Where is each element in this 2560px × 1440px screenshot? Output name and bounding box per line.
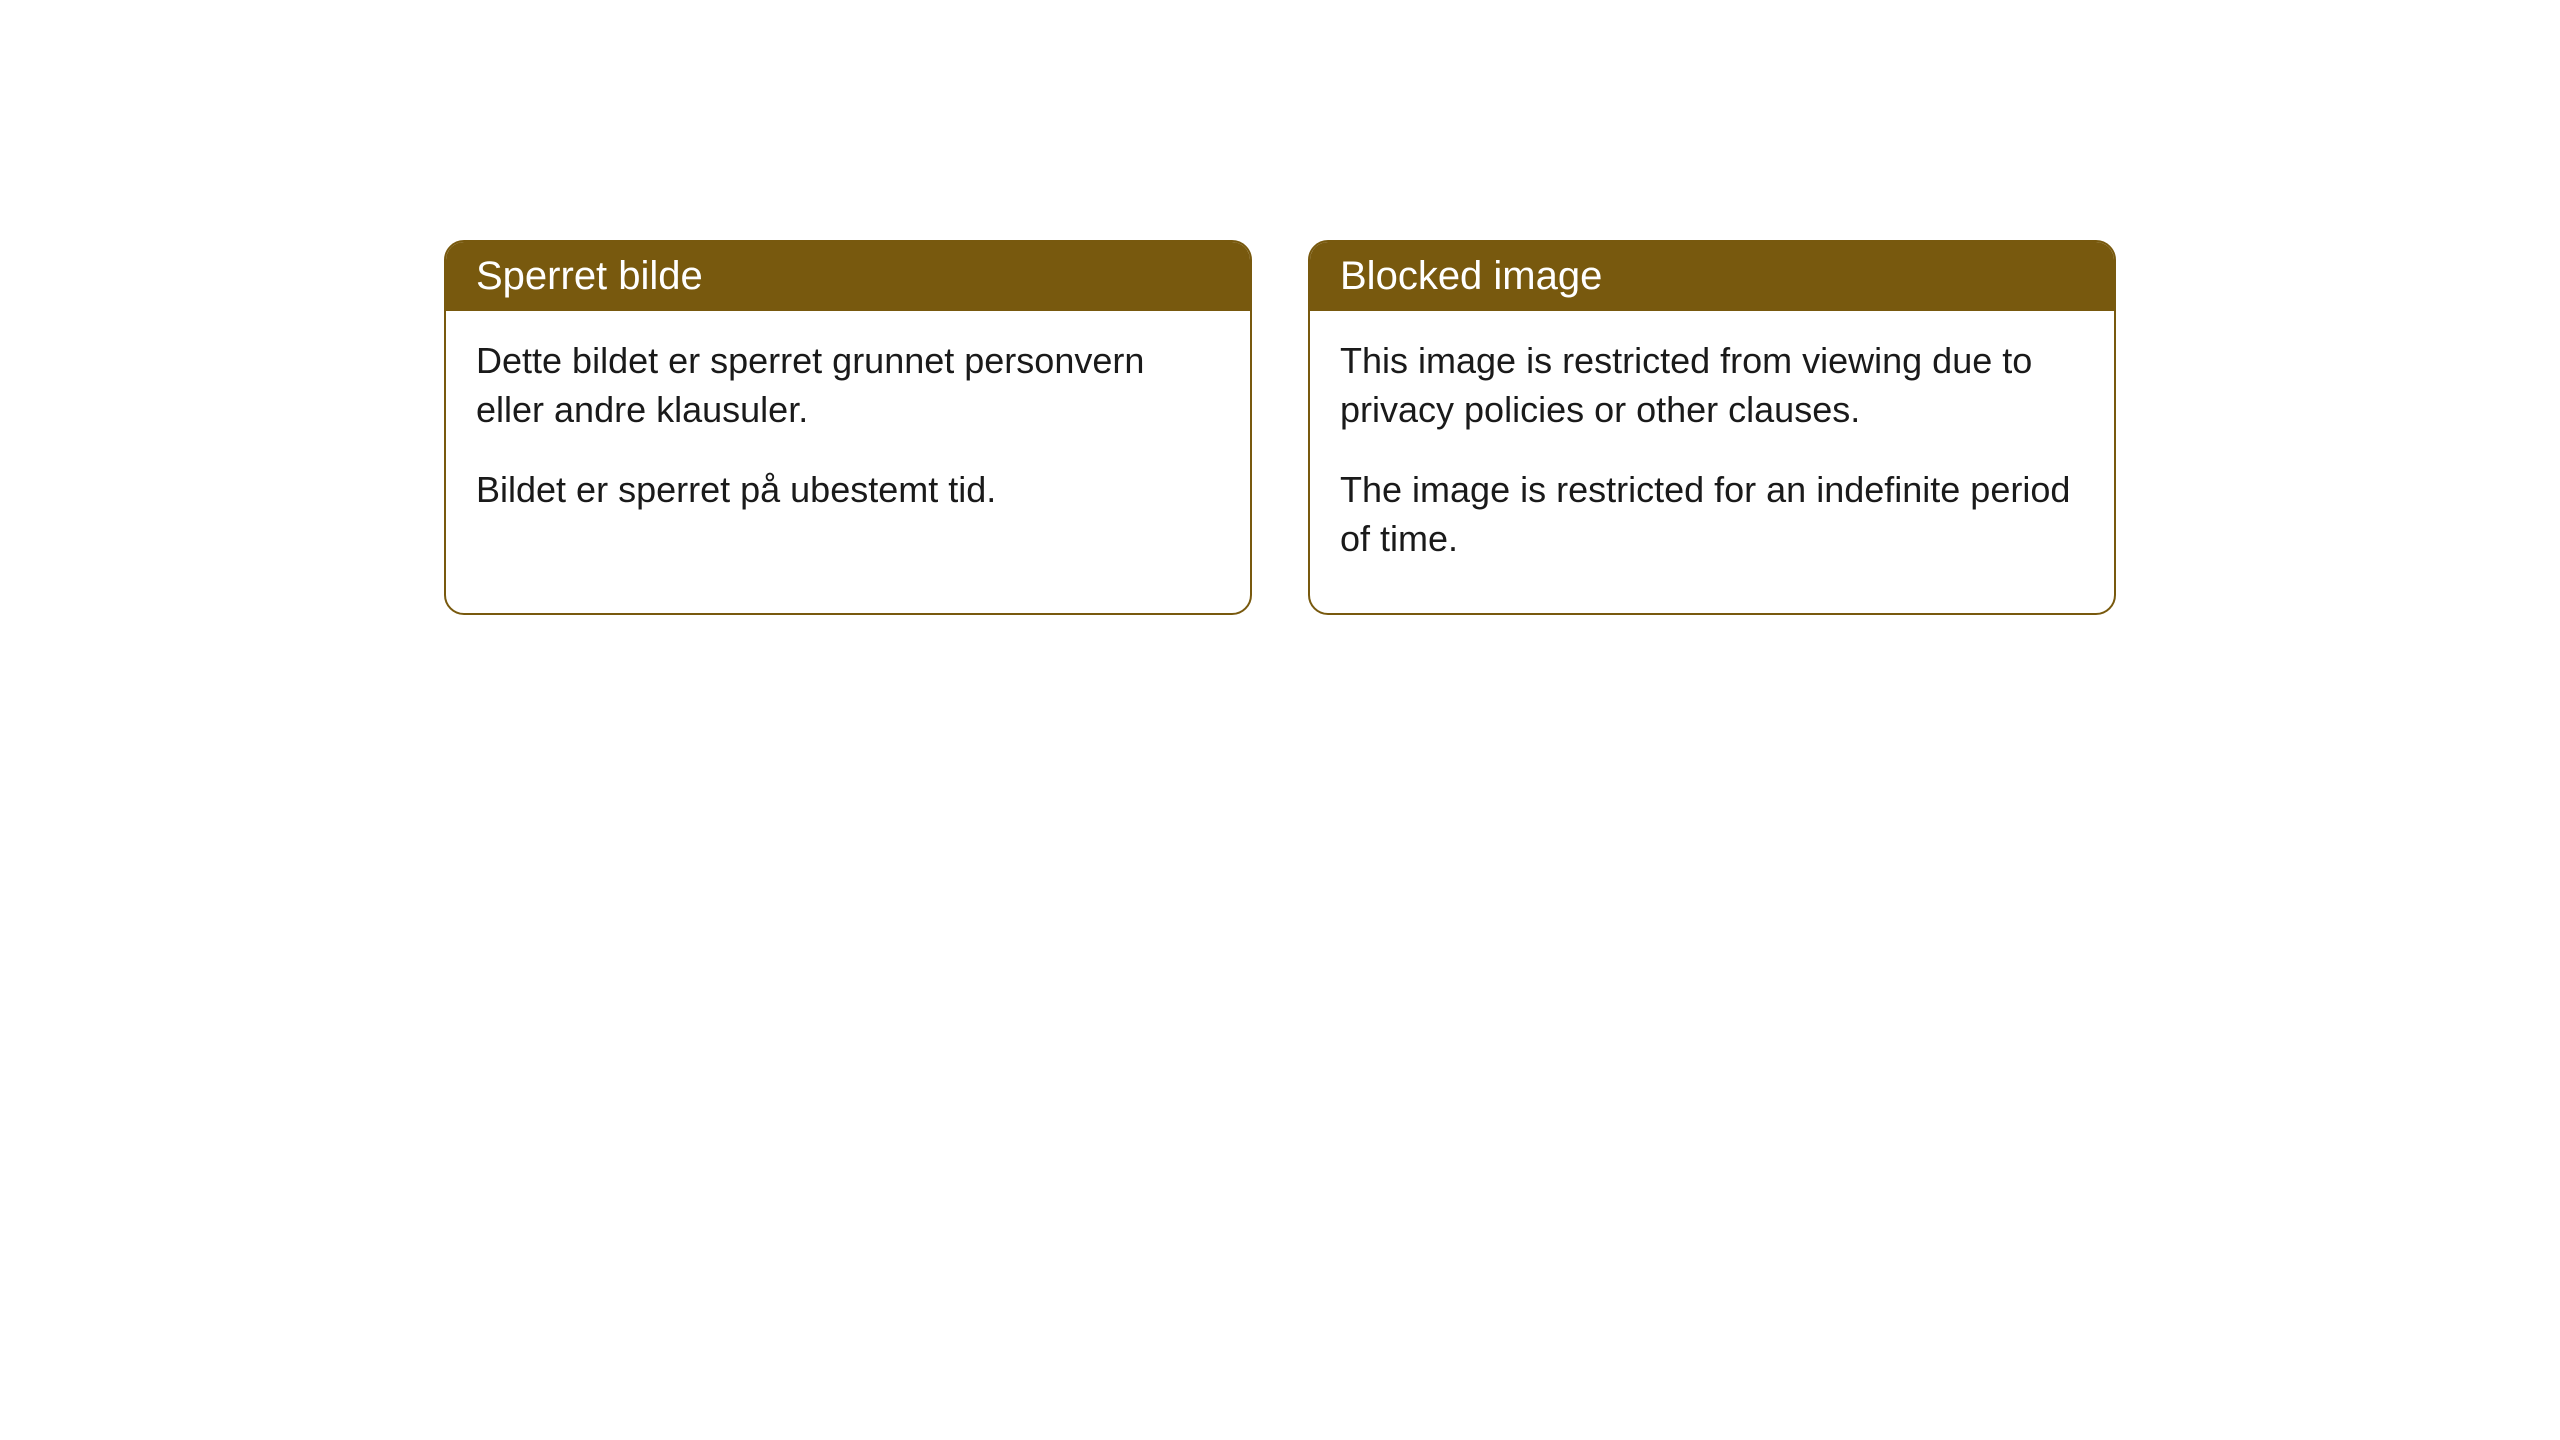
notice-paragraph: Dette bildet er sperret grunnet personve…	[476, 337, 1220, 434]
notice-body-english: This image is restricted from viewing du…	[1310, 311, 2114, 613]
notice-header-english: Blocked image	[1310, 242, 2114, 311]
notice-body-norwegian: Dette bildet er sperret grunnet personve…	[446, 311, 1250, 565]
notice-paragraph: The image is restricted for an indefinit…	[1340, 466, 2084, 563]
notice-card-norwegian: Sperret bilde Dette bildet er sperret gr…	[444, 240, 1252, 615]
notice-title: Blocked image	[1340, 254, 1602, 298]
notice-card-english: Blocked image This image is restricted f…	[1308, 240, 2116, 615]
notice-paragraph: Bildet er sperret på ubestemt tid.	[476, 466, 1220, 515]
notice-container: Sperret bilde Dette bildet er sperret gr…	[0, 0, 2560, 615]
notice-header-norwegian: Sperret bilde	[446, 242, 1250, 311]
notice-title: Sperret bilde	[476, 254, 703, 298]
notice-paragraph: This image is restricted from viewing du…	[1340, 337, 2084, 434]
